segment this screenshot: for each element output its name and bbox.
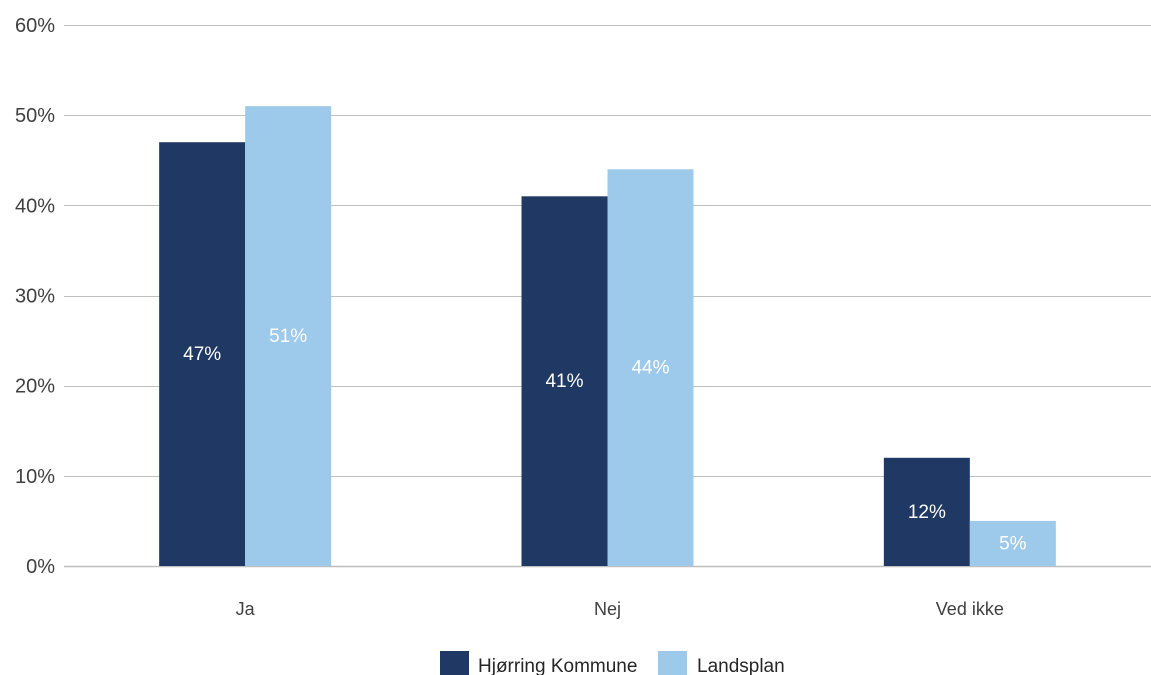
legend: Hjørring Kommune Landsplan bbox=[440, 651, 785, 675]
bar bbox=[883, 457, 970, 566]
bar bbox=[521, 196, 608, 567]
y-tick-label: 50% bbox=[15, 105, 55, 127]
y-tick-label: 40% bbox=[15, 195, 55, 217]
data-label: 5% bbox=[999, 533, 1027, 554]
y-tick-label: 20% bbox=[15, 376, 55, 398]
y-tick-label: 30% bbox=[15, 286, 55, 308]
data-label: 47% bbox=[183, 344, 221, 365]
y-axis-tick-labels: 0% 10% 20% 30% 40% 50% 60% bbox=[15, 15, 55, 578]
data-label: 12% bbox=[908, 502, 946, 523]
x-category-label: Ja bbox=[236, 599, 256, 619]
bar bbox=[607, 169, 694, 566]
bar bbox=[159, 142, 246, 566]
bar bbox=[969, 520, 1056, 566]
x-category-label: Nej bbox=[594, 599, 621, 619]
data-label: 41% bbox=[545, 371, 583, 392]
bars bbox=[159, 106, 1056, 567]
legend-swatch bbox=[440, 651, 469, 675]
data-labels: 47% 51% 41% 44% 12% 5% bbox=[183, 326, 1027, 554]
bar bbox=[245, 106, 332, 567]
data-label: 44% bbox=[631, 358, 669, 379]
x-category-label: Ved ikke bbox=[936, 599, 1004, 619]
x-axis-category-labels: Ja Nej Ved ikke bbox=[236, 599, 1004, 619]
y-tick-label: 0% bbox=[26, 556, 55, 578]
legend-label: Landsplan bbox=[697, 656, 785, 675]
data-label: 51% bbox=[269, 326, 307, 347]
y-tick-label: 10% bbox=[15, 466, 55, 488]
legend-label: Hjørring Kommune bbox=[478, 656, 637, 675]
y-tick-label: 60% bbox=[15, 15, 55, 37]
legend-swatch bbox=[658, 651, 687, 675]
